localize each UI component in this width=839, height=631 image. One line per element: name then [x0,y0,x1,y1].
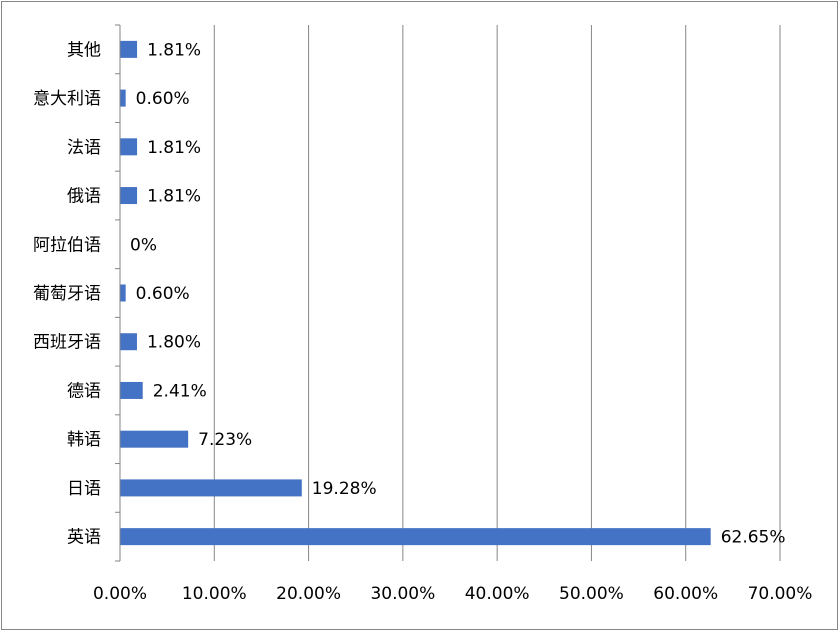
value-label: 0.60% [136,89,190,109]
grid-lines [213,25,781,561]
value-label: 7.23% [198,430,252,450]
category-label: 日语 [67,479,101,499]
x-tick-label: 60.00% [653,584,718,604]
value-label: 19.28% [312,479,377,499]
category-label: 法语 [67,138,101,158]
bar-7 [120,187,138,205]
category-label: 阿拉伯语 [33,235,101,255]
bar-3 [120,381,143,399]
category-label: 英语 [67,528,101,548]
value-label: 62.65% [721,528,786,548]
x-tick-label: 40.00% [465,584,530,604]
category-label: 葡萄牙语 [33,284,101,304]
value-label: 1.80% [147,333,201,353]
x-tick-label: 70.00% [748,584,813,604]
category-label: 西班牙语 [33,333,101,353]
axes [115,24,121,562]
bar-0 [120,528,711,546]
x-tick-label: 0.00% [93,584,147,604]
category-label: 其他 [67,40,101,60]
bar-2 [120,430,189,448]
bars [120,40,711,546]
value-label: 2.41% [153,381,207,401]
value-label: 1.81% [147,187,201,207]
x-tick-label: 10.00% [182,584,247,604]
category-label: 德语 [67,381,101,401]
x-tick-label: 30.00% [370,584,435,604]
value-label: 1.81% [147,40,201,60]
bar-4 [120,333,137,351]
x-tick-label: 20.00% [276,584,341,604]
value-label: 1.81% [147,138,201,158]
category-label: 韩语 [67,430,101,450]
bar-9 [120,89,126,107]
bar-1 [120,479,302,497]
labels: 0.00% 10.00% 20.00% 30.00% 40.00% 50.00% 60.00… [33,40,812,604]
bar-8 [120,138,138,156]
bar-10 [120,40,138,58]
bar-5 [120,284,126,302]
x-tick-label: 50.00% [559,584,624,604]
category-label: 意大利语 [33,89,101,109]
category-label: 俄语 [67,187,101,207]
value-label: 0.60% [136,284,190,304]
value-label: 0% [130,235,157,255]
